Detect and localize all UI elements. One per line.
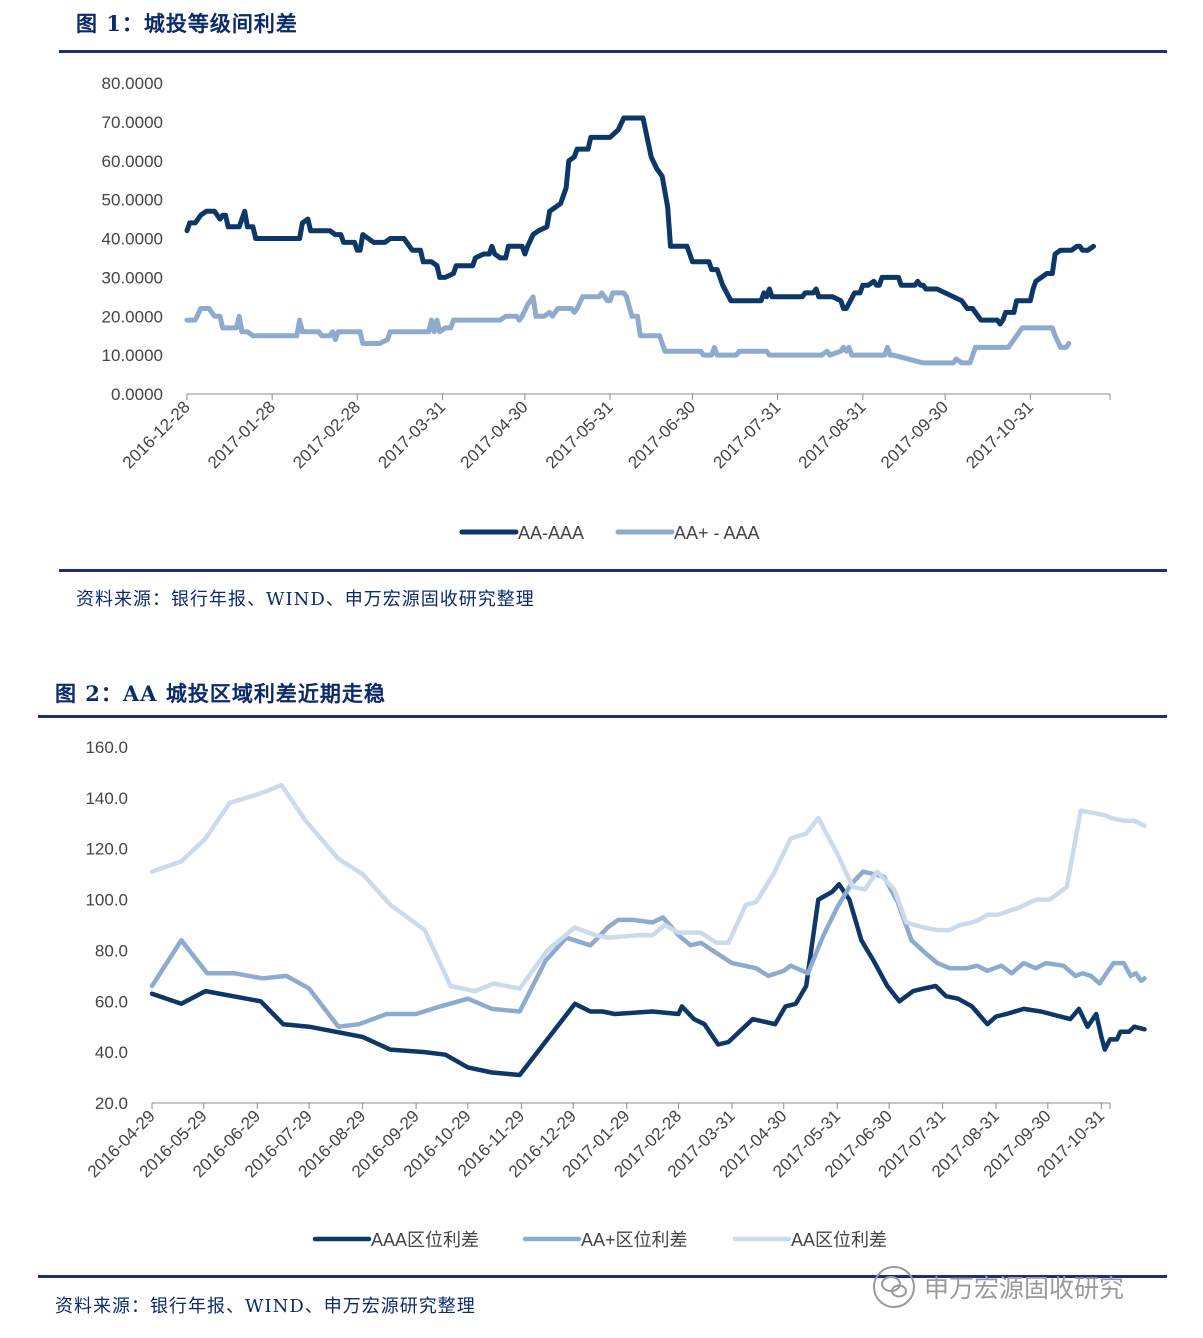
chart1-x-tick-label: 2017-10-31: [962, 397, 1037, 472]
chart2-legend-label-3: AA区位利差: [791, 1230, 887, 1250]
chart1-y-tick-label: 0.0000: [111, 385, 163, 404]
chart1-x-tick-label: 2017-08-31: [795, 397, 870, 472]
chart2-series-line-2: [149, 869, 1147, 1029]
chart2-y-tick-label: 160.0: [85, 738, 128, 757]
chart2-legend-label-2: AA+区位利差: [581, 1230, 688, 1250]
chart1-x-tick-label: 2017-01-28: [204, 397, 279, 472]
figure2-chart: 20.040.060.080.0100.0120.0140.0160.02016…: [84, 738, 1147, 1250]
figure1-source: 资料来源：银行年报、WIND、申万宏源固收研究整理: [76, 589, 535, 610]
chart2-legend-label-1: AAA区位利差: [371, 1230, 479, 1250]
chart2-y-tick-label: 60.0: [95, 992, 128, 1011]
chart2-y-tick-label: 120.0: [85, 840, 128, 859]
figure2-source: 资料来源：银行年报、WIND、申万宏源研究整理: [55, 1296, 476, 1317]
figure1-title: 图 1：城投等级间利差: [76, 11, 298, 36]
chart1-x-tick-label: 2017-02-28: [289, 397, 364, 472]
chart1-y-tick-label: 50.0000: [102, 191, 163, 210]
chart1-x-tick-label: 2017-04-30: [457, 397, 532, 472]
chart1-x-tick-label: 2017-03-31: [374, 397, 449, 472]
figure2-top-rule: [38, 715, 1167, 718]
wechat-icon: [873, 1266, 915, 1308]
chart1-x-tick-label: 2017-05-31: [542, 397, 617, 472]
chart1-x-tick-label: 2017-07-31: [710, 397, 785, 472]
chart1-series-line-2: [184, 290, 1072, 366]
chart2-y-tick-label: 40.0: [95, 1043, 128, 1062]
figure1-top-rule: [59, 50, 1167, 53]
chart2-series-line-3: [149, 782, 1147, 994]
chart1-legend-label-1: AA-AAA: [518, 523, 584, 543]
chart1-y-tick-label: 70.0000: [102, 113, 163, 132]
chart1-x-tick-label: 2017-09-30: [877, 397, 952, 472]
figure2-bottom-rule: [38, 1275, 1167, 1278]
chart1-y-tick-label: 80.0000: [102, 74, 163, 93]
chart2-y-tick-label: 140.0: [85, 789, 128, 808]
chart1-series-line-1: [184, 115, 1096, 327]
figure1-chart: 0.0000 10.0000 20.0000 30.0000 40.0000 50.000…: [102, 74, 1111, 543]
chart2-y-tick-label: 100.0: [85, 891, 128, 910]
chart1-y-tick-label: 60.0000: [102, 152, 163, 171]
watermark-text: 申万宏源固收研究: [924, 1274, 1125, 1303]
chart2-series-line-1: [149, 882, 1147, 1078]
chart2-y-tick-label: 80.0: [95, 941, 128, 960]
chart2-y-tick-label: 20.0: [95, 1094, 128, 1113]
chart1-legend-label-2: AA+ - AAA: [674, 523, 760, 543]
figure1-bottom-rule: [59, 569, 1167, 572]
chart1-y-tick-label: 10.0000: [102, 346, 163, 365]
chart1-x-tick-label: 2016-12-28: [119, 397, 194, 472]
watermark: 申万宏源固收研究: [872, 1264, 1172, 1310]
chart1-y-tick-label: 40.0000: [102, 230, 163, 249]
chart1-y-tick-label: 30.0000: [102, 268, 163, 287]
chart1-x-tick-label: 2017-06-30: [624, 397, 699, 472]
figure2-title: 图 2：AA 城投区域利差近期走稳: [55, 681, 386, 706]
chart1-y-tick-label: 20.0000: [102, 307, 163, 326]
